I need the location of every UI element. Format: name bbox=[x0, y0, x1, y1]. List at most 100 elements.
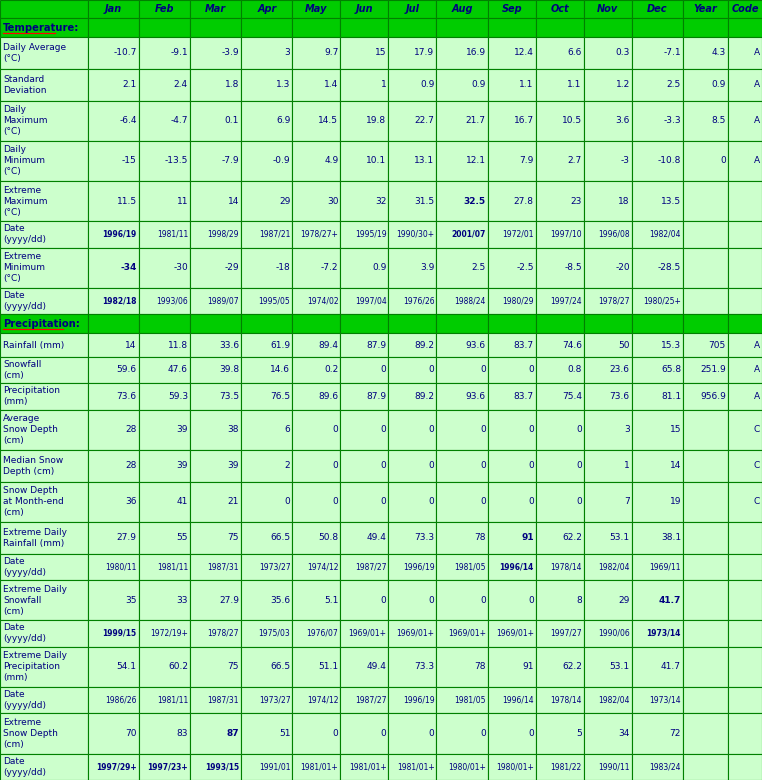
Bar bbox=[728, 450, 762, 481]
Text: 1981/05: 1981/05 bbox=[454, 696, 485, 704]
Text: 14.6: 14.6 bbox=[271, 365, 290, 374]
Bar bbox=[389, 18, 437, 37]
Text: 0: 0 bbox=[480, 461, 485, 470]
Text: 0: 0 bbox=[381, 425, 386, 434]
Bar bbox=[0, 580, 88, 620]
Bar bbox=[728, 647, 762, 687]
Text: 1974/02: 1974/02 bbox=[307, 296, 338, 306]
Text: 7: 7 bbox=[624, 497, 630, 506]
Bar bbox=[488, 753, 536, 780]
Text: 0: 0 bbox=[381, 497, 386, 506]
Text: 75: 75 bbox=[228, 662, 239, 672]
Bar bbox=[293, 522, 341, 554]
Bar bbox=[488, 18, 536, 37]
Text: 1981/01+: 1981/01+ bbox=[349, 762, 386, 771]
Text: 1980/01+: 1980/01+ bbox=[448, 762, 485, 771]
Text: Minimum: Minimum bbox=[3, 264, 45, 272]
Bar bbox=[584, 450, 632, 481]
Text: Standard: Standard bbox=[3, 75, 44, 83]
Text: 4.9: 4.9 bbox=[324, 156, 338, 165]
Text: 19.8: 19.8 bbox=[367, 116, 386, 125]
Bar bbox=[341, 101, 389, 140]
Text: (°C): (°C) bbox=[3, 275, 21, 283]
Bar bbox=[437, 522, 488, 554]
Bar bbox=[536, 181, 584, 222]
Bar bbox=[389, 101, 437, 140]
Bar bbox=[0, 714, 88, 753]
Bar bbox=[139, 140, 190, 181]
Bar bbox=[437, 383, 488, 410]
Text: 0: 0 bbox=[480, 596, 485, 604]
Text: 36: 36 bbox=[125, 497, 136, 506]
Bar bbox=[488, 101, 536, 140]
Text: 1982/18: 1982/18 bbox=[102, 296, 136, 306]
Bar bbox=[728, 522, 762, 554]
Text: 0.2: 0.2 bbox=[324, 365, 338, 374]
Text: 0: 0 bbox=[381, 365, 386, 374]
Text: 0: 0 bbox=[480, 729, 485, 738]
Bar bbox=[190, 580, 242, 620]
Bar bbox=[728, 288, 762, 314]
Text: 1993/15: 1993/15 bbox=[205, 762, 239, 771]
Bar bbox=[437, 410, 488, 450]
Bar bbox=[632, 181, 683, 222]
Bar bbox=[728, 101, 762, 140]
Bar bbox=[242, 580, 293, 620]
Text: 49.4: 49.4 bbox=[367, 534, 386, 542]
Bar bbox=[0, 69, 88, 101]
Bar bbox=[293, 714, 341, 753]
Bar bbox=[341, 580, 389, 620]
Bar bbox=[536, 481, 584, 522]
Text: 1981/22: 1981/22 bbox=[550, 762, 581, 771]
Bar bbox=[293, 101, 341, 140]
Text: (yyyy/dd): (yyyy/dd) bbox=[3, 634, 46, 644]
Text: 93.6: 93.6 bbox=[466, 341, 485, 349]
Bar bbox=[683, 450, 728, 481]
Bar bbox=[293, 554, 341, 580]
Bar bbox=[242, 481, 293, 522]
Bar bbox=[488, 140, 536, 181]
Bar bbox=[437, 222, 488, 248]
Bar bbox=[0, 356, 88, 383]
Bar bbox=[584, 356, 632, 383]
Text: A: A bbox=[754, 80, 760, 89]
Bar bbox=[88, 647, 139, 687]
Text: Maximum: Maximum bbox=[3, 116, 47, 125]
Bar bbox=[139, 714, 190, 753]
Text: Daily: Daily bbox=[3, 105, 26, 114]
Text: Code: Code bbox=[732, 4, 759, 14]
Bar bbox=[584, 522, 632, 554]
Text: 1975/03: 1975/03 bbox=[258, 629, 290, 638]
Text: 4.3: 4.3 bbox=[712, 48, 726, 58]
Bar bbox=[437, 481, 488, 522]
Bar bbox=[293, 18, 341, 37]
Text: 41.7: 41.7 bbox=[658, 596, 681, 604]
Text: 91: 91 bbox=[522, 662, 533, 672]
Text: 3: 3 bbox=[624, 425, 630, 434]
Bar bbox=[88, 450, 139, 481]
Bar bbox=[389, 620, 437, 647]
Bar bbox=[139, 222, 190, 248]
Text: 0.9: 0.9 bbox=[712, 80, 726, 89]
Bar bbox=[242, 620, 293, 647]
Text: 73.3: 73.3 bbox=[415, 534, 434, 542]
Bar bbox=[341, 383, 389, 410]
Bar bbox=[632, 687, 683, 714]
Bar bbox=[190, 333, 242, 356]
Text: 81.1: 81.1 bbox=[661, 392, 681, 401]
Bar bbox=[488, 410, 536, 450]
Bar bbox=[139, 314, 190, 333]
Bar bbox=[293, 580, 341, 620]
Text: Minimum: Minimum bbox=[3, 156, 45, 165]
Bar bbox=[683, 140, 728, 181]
Bar bbox=[632, 580, 683, 620]
Text: 1991/01: 1991/01 bbox=[259, 762, 290, 771]
Text: 35.6: 35.6 bbox=[271, 596, 290, 604]
Text: 1978/27: 1978/27 bbox=[208, 629, 239, 638]
Bar bbox=[242, 356, 293, 383]
Text: -30: -30 bbox=[173, 264, 188, 272]
Text: 1987/27: 1987/27 bbox=[355, 562, 386, 571]
Text: -15: -15 bbox=[122, 156, 136, 165]
Bar bbox=[190, 140, 242, 181]
Text: 1993/06: 1993/06 bbox=[156, 296, 188, 306]
